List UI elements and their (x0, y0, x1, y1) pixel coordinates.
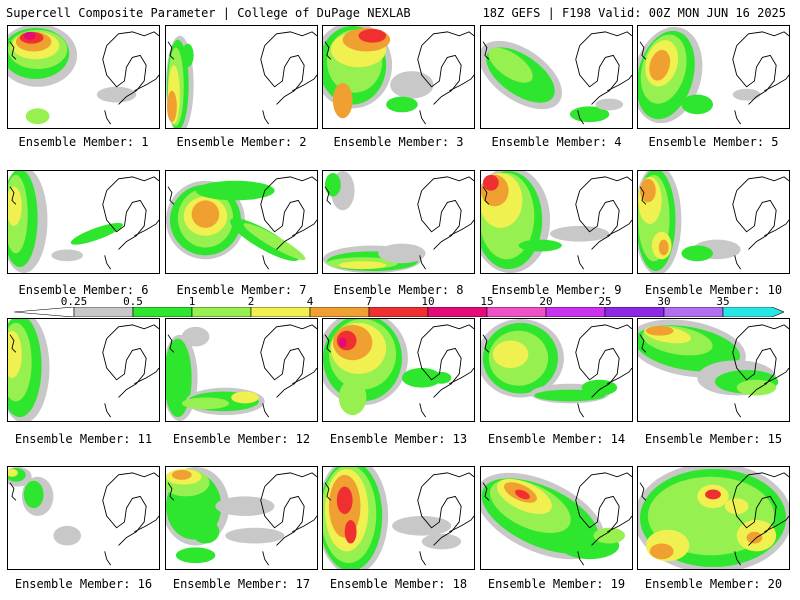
member-label: Ensemble Member: 8 (333, 283, 464, 297)
map-panel-member-4 (480, 25, 633, 129)
member-label: Ensemble Member: 16 (14, 577, 153, 591)
member-label: Ensemble Member: 12 (172, 432, 311, 446)
map-panel-member-1 (7, 25, 160, 129)
map-panel-member-10 (637, 170, 790, 274)
colorbar-swatch (486, 307, 547, 317)
member-label: Ensemble Member: 4 (491, 135, 622, 149)
colorbar-tick-label: 1 (188, 295, 196, 308)
colorbar-swatch (191, 307, 252, 317)
colorbar-swatch (722, 307, 784, 317)
member-label: Ensemble Member: 2 (176, 135, 307, 149)
colorbar-swatch (545, 307, 606, 317)
map-panel-member-3 (322, 25, 475, 129)
member-label: Ensemble Member: 9 (491, 283, 622, 297)
page-title: Supercell Composite Parameter | College … (6, 6, 411, 20)
member-label: Ensemble Member: 19 (487, 577, 626, 591)
colorbar-swatch (604, 307, 665, 317)
map-panel-member-7 (165, 170, 318, 274)
map-panel-member-9 (480, 170, 633, 274)
member-label: Ensemble Member: 7 (176, 283, 307, 297)
member-label: Ensemble Member: 13 (329, 432, 468, 446)
map-panel-member-2 (165, 25, 318, 129)
member-label: Ensemble Member: 17 (172, 577, 311, 591)
map-panel-member-6 (7, 170, 160, 274)
map-panel-member-13 (322, 318, 475, 422)
colorbar-swatch (250, 307, 311, 317)
colorbar-swatch (132, 307, 193, 317)
member-label: Ensemble Member: 10 (644, 283, 783, 297)
colorbar-tick-label: 35 (716, 295, 730, 308)
colorbar-tick-label: 0.25 (60, 295, 88, 308)
colorbar-tick-label: 20 (539, 295, 553, 308)
member-label: Ensemble Member: 11 (14, 432, 153, 446)
colorbar-swatch (663, 307, 724, 317)
colorbar-tick-label: 4 (306, 295, 314, 308)
member-label: Ensemble Member: 6 (18, 283, 149, 297)
member-label: Ensemble Member: 20 (644, 577, 783, 591)
map-panel-member-15 (637, 318, 790, 422)
member-label: Ensemble Member: 15 (644, 432, 783, 446)
member-label: Ensemble Member: 18 (329, 577, 468, 591)
colorbar-swatch (73, 307, 134, 317)
member-label: Ensemble Member: 14 (487, 432, 626, 446)
colorbar-tick-label: 15 (480, 295, 494, 308)
map-panel-member-11 (7, 318, 160, 422)
map-panel-member-17 (165, 466, 318, 570)
colorbar-tick-label: 0.5 (123, 295, 143, 308)
map-panel-member-14 (480, 318, 633, 422)
map-panel-member-16 (7, 466, 160, 570)
map-panel-member-8 (322, 170, 475, 274)
colorbar-tick-label: 7 (365, 295, 373, 308)
colorbar-swatch (309, 307, 370, 317)
member-label: Ensemble Member: 1 (18, 135, 149, 149)
run-valid-time: 18Z GEFS | F198 Valid: 00Z MON JUN 16 20… (482, 6, 786, 20)
colorbar (14, 307, 784, 317)
map-panel-member-18 (322, 466, 475, 570)
map-panel-member-20 (637, 466, 790, 570)
colorbar-tick-label: 10 (421, 295, 435, 308)
map-panel-member-19 (480, 466, 633, 570)
colorbar-tick-label: 25 (598, 295, 612, 308)
map-panel-member-5 (637, 25, 790, 129)
map-panel-member-12 (165, 318, 318, 422)
colorbar-tick-label: 30 (657, 295, 671, 308)
colorbar-tick-label: 2 (247, 295, 255, 308)
member-label: Ensemble Member: 5 (648, 135, 779, 149)
colorbar-swatch (427, 307, 488, 317)
member-label: Ensemble Member: 3 (333, 135, 464, 149)
colorbar-swatch (368, 307, 429, 317)
